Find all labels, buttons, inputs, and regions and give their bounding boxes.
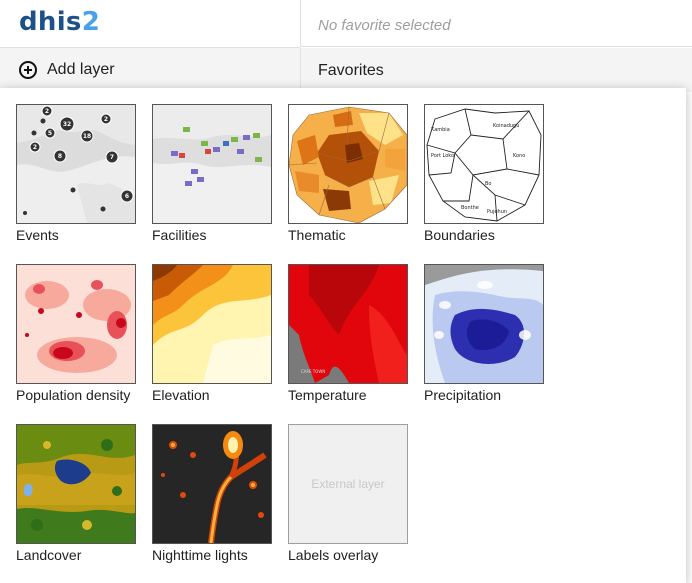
logo-number: 2 xyxy=(81,7,101,37)
cluster-count: 5 xyxy=(48,130,52,137)
boundaries-map-image: Koinadugu Kambia Port Loko Kono Bo Bonth… xyxy=(425,105,543,223)
add-layer-label: Add layer xyxy=(47,61,115,78)
layer-tile-thematic[interactable]: Thematic xyxy=(288,104,408,243)
layer-tile-events[interactable]: 2 2 32 5 18 2 8 7 6 Events xyxy=(16,104,136,243)
layer-label: Labels overlay xyxy=(288,547,379,563)
layer-tile-nighttime-lights[interactable]: Nighttime lights xyxy=(152,424,272,563)
boundary-label: Bo xyxy=(485,181,492,187)
dhis2-logo[interactable]: dhis2 xyxy=(19,7,100,37)
favorite-selected-text: No favorite selected xyxy=(318,17,451,34)
layer-tile-labels-overlay[interactable]: External layer Labels overlay xyxy=(288,424,408,563)
layer-label: Landcover xyxy=(16,547,82,563)
boundary-label: Kambia xyxy=(431,127,450,133)
events-map-image: 2 2 32 5 18 2 8 7 6 xyxy=(17,105,135,223)
logo-text: dhis xyxy=(19,7,82,37)
elevation-thumbnail xyxy=(152,264,272,384)
cluster-count: 2 xyxy=(33,144,37,151)
thematic-thumbnail xyxy=(288,104,408,224)
cluster-count: 2 xyxy=(45,108,49,115)
layer-tile-boundaries[interactable]: Koinadugu Kambia Port Loko Kono Bo Bonth… xyxy=(424,104,544,243)
favorites-menu[interactable]: Favorites xyxy=(300,48,692,92)
temperature-map-image: CAPE TOWN xyxy=(289,265,407,383)
facilities-thumbnail xyxy=(152,104,272,224)
add-layer-dialog: 2 2 32 5 18 2 8 7 6 Events xyxy=(0,88,686,583)
precipitation-thumbnail xyxy=(424,264,544,384)
cluster-count: 18 xyxy=(83,133,91,140)
temperature-thumbnail: CAPE TOWN xyxy=(288,264,408,384)
facilities-map-image xyxy=(153,105,271,223)
cluster-count: 6 xyxy=(125,193,129,200)
thematic-map-image xyxy=(289,105,407,223)
layer-tile-temperature[interactable]: CAPE TOWN Temperature xyxy=(288,264,408,403)
boundary-label: Bonthe xyxy=(461,205,479,211)
map-caption: CAPE TOWN xyxy=(301,369,325,374)
landcover-thumbnail xyxy=(16,424,136,544)
events-thumbnail: 2 2 32 5 18 2 8 7 6 xyxy=(16,104,136,224)
landcover-map-image xyxy=(17,425,135,543)
external-layer-placeholder: External layer xyxy=(289,425,407,543)
favorites-label: Favorites xyxy=(318,62,384,79)
boundary-label: Pujehun xyxy=(487,209,507,215)
population-density-map-image xyxy=(17,265,135,383)
precipitation-map-image xyxy=(425,265,543,383)
cluster-count: 7 xyxy=(110,154,114,161)
layer-label: Temperature xyxy=(288,387,367,403)
layer-tile-landcover[interactable]: Landcover xyxy=(16,424,136,563)
nighttime-lights-map-image xyxy=(153,425,271,543)
cluster-count: 32 xyxy=(63,121,71,128)
layer-label: Events xyxy=(16,227,59,243)
cluster-count: 2 xyxy=(104,116,108,123)
add-circle-icon xyxy=(19,61,37,79)
layer-tile-elevation[interactable]: Elevation xyxy=(152,264,272,403)
boundary-label: Port Loko xyxy=(431,153,454,159)
layer-label: Facilities xyxy=(152,227,207,243)
layer-label: Population density xyxy=(16,387,131,403)
external-layer-thumbnail: External layer xyxy=(288,424,408,544)
layer-tile-population-density[interactable]: Population density xyxy=(16,264,136,403)
favorite-selector[interactable]: No favorite selected xyxy=(300,0,692,47)
nighttime-lights-thumbnail xyxy=(152,424,272,544)
layer-label: Nighttime lights xyxy=(152,547,248,563)
boundary-label: Koinadugu xyxy=(493,123,519,129)
layer-label: Boundaries xyxy=(424,227,495,243)
layer-label: Elevation xyxy=(152,387,210,403)
cluster-count: 8 xyxy=(58,153,62,160)
boundary-label: Kono xyxy=(513,153,525,159)
elevation-map-image xyxy=(153,265,271,383)
layer-label: Precipitation xyxy=(424,387,502,403)
layer-tile-precipitation[interactable]: Precipitation xyxy=(424,264,544,403)
app-header-logo-area: dhis2 xyxy=(0,0,300,48)
add-layer-button[interactable]: Add layer xyxy=(19,56,115,84)
toolbar: Add layer Favorites xyxy=(0,48,692,92)
layer-tile-facilities[interactable]: Facilities xyxy=(152,104,272,243)
boundaries-thumbnail: Koinadugu Kambia Port Loko Kono Bo Bonth… xyxy=(424,104,544,224)
layer-label: Thematic xyxy=(288,227,346,243)
population-density-thumbnail xyxy=(16,264,136,384)
